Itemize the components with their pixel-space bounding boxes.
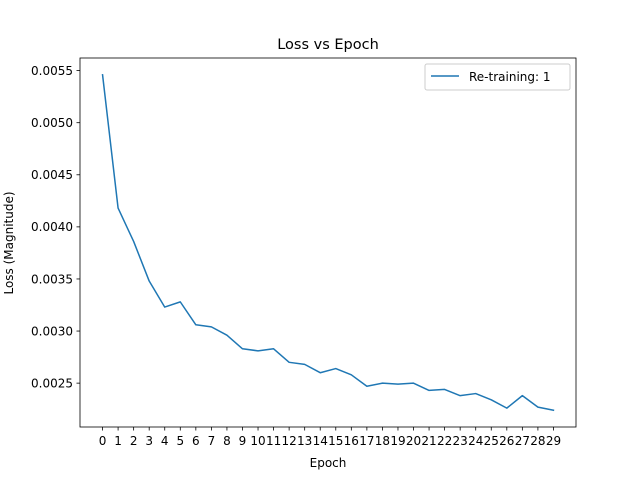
- x-tick-label: 1: [114, 434, 122, 448]
- x-tick-label: 29: [546, 434, 561, 448]
- x-tick-label: 16: [344, 434, 359, 448]
- series-line-0: [101, 73, 555, 412]
- series-layer: [101, 73, 555, 412]
- x-tick-label: 4: [161, 434, 169, 448]
- x-tick-label: 10: [250, 434, 265, 448]
- x-tick-label: 23: [453, 434, 468, 448]
- x-tick-label: 20: [406, 434, 421, 448]
- x-tick-label: 12: [281, 434, 296, 448]
- x-tick-label: 18: [375, 434, 390, 448]
- x-tick-label: 27: [515, 434, 530, 448]
- x-tick-label: 13: [297, 434, 312, 448]
- y-tick-label: 0.0025: [31, 376, 73, 390]
- legend: Re-training: 1: [424, 63, 571, 91]
- x-tick-label: 19: [390, 434, 405, 448]
- x-tick-label: 17: [359, 434, 374, 448]
- x-tick-label: 14: [313, 434, 328, 448]
- x-tick-label: 6: [192, 434, 200, 448]
- x-tick-label: 28: [530, 434, 545, 448]
- y-tick-label: 0.0050: [31, 116, 73, 130]
- x-tick-label: 21: [421, 434, 436, 448]
- y-tick-label: 0.0030: [31, 324, 73, 338]
- y-tick-label: 0.0055: [31, 64, 73, 78]
- x-tick-label: 15: [328, 434, 343, 448]
- x-tick-label: 26: [499, 434, 514, 448]
- x-tick-label: 7: [208, 434, 216, 448]
- y-tick-label: 0.0040: [31, 220, 73, 234]
- x-tick-label: 5: [176, 434, 184, 448]
- plot-frame: [79, 57, 577, 428]
- x-tick-label: 24: [468, 434, 483, 448]
- y-tick-label: 0.0035: [31, 272, 73, 286]
- x-tick-label: 25: [484, 434, 499, 448]
- legend-label: Re-training: 1: [469, 70, 551, 84]
- chart-title: Loss vs Epoch: [277, 37, 379, 53]
- x-tick-label: 9: [239, 434, 247, 448]
- x-tick-label: 11: [266, 434, 281, 448]
- x-axis-ticks: 0 1 2 3 4 5 6 7 8 9 10 11 12 13 14 15 16 17 18 19 20 21 22 23 24…: [99, 427, 561, 448]
- x-tick-label: 22: [437, 434, 452, 448]
- legend-box: [424, 63, 571, 91]
- y-axis-ticks: 0.0025 0.0030 0.0035 0.0040 0.0045 0.0050 0.00…: [31, 64, 80, 390]
- x-tick-label: 0: [99, 434, 107, 448]
- x-tick-label: 3: [145, 434, 153, 448]
- x-tick-label: 2: [130, 434, 138, 448]
- x-tick-label: 8: [223, 434, 231, 448]
- plot-area: [80, 58, 576, 427]
- y-axis-title: Loss (Magnitude): [2, 191, 16, 294]
- x-axis-title: Epoch: [310, 456, 347, 470]
- y-tick-label: 0.0045: [31, 168, 73, 182]
- plot-background: [80, 58, 576, 427]
